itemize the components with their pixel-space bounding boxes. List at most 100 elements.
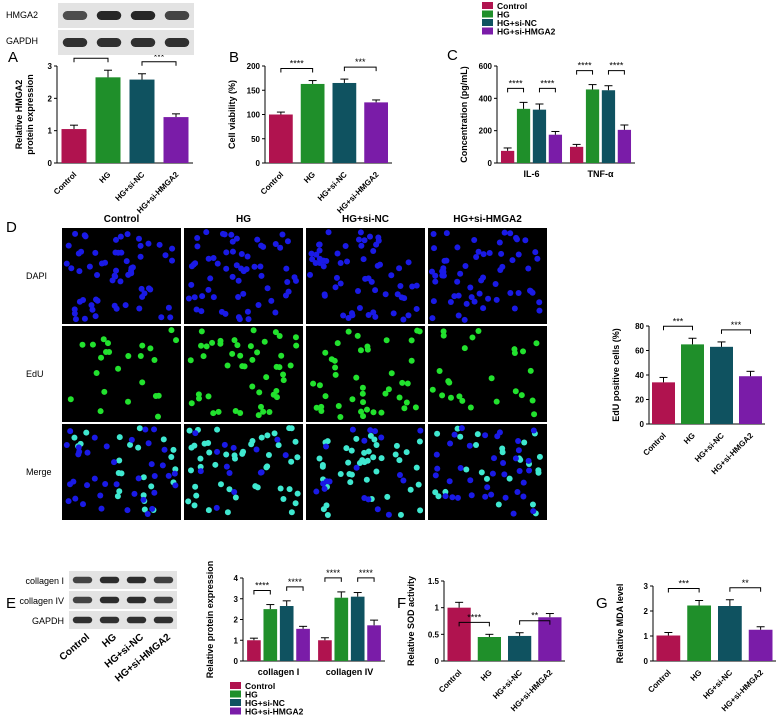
nucleus-dot xyxy=(71,434,78,441)
nucleus-dot xyxy=(334,250,341,257)
nucleus-dot xyxy=(256,389,263,396)
legend-label: Control xyxy=(497,1,527,11)
nucleus-dot xyxy=(322,349,329,356)
nucleus-dot xyxy=(65,498,72,505)
nucleus-dot xyxy=(147,345,154,352)
chart-D-x-tick-label: HG xyxy=(682,431,697,446)
chart-D-y-tick-label: 80 xyxy=(635,322,644,331)
nucleus-dot xyxy=(361,437,368,444)
nucleus-dot xyxy=(375,234,382,241)
nucleus-dot xyxy=(392,451,399,458)
micro-row-label: EdU xyxy=(26,369,44,379)
nucleus-dot xyxy=(116,488,123,495)
nucleus-dot xyxy=(237,409,244,416)
nucleus-dot xyxy=(409,283,416,290)
nucleus-dot xyxy=(506,475,513,482)
nucleus-dot xyxy=(527,287,534,294)
nucleus-dot xyxy=(221,441,228,448)
nucleus-dot xyxy=(162,252,169,259)
nucleus-dot xyxy=(361,495,368,502)
nucleus-dot xyxy=(255,412,262,419)
nucleus-dot xyxy=(148,483,155,490)
nucleus-dot xyxy=(413,464,420,471)
nucleus-dot xyxy=(98,260,105,267)
nucleus-dot xyxy=(446,478,453,485)
nucleus-dot xyxy=(224,509,231,516)
nucleus-dot xyxy=(193,306,200,313)
nucleus-dot xyxy=(191,502,198,509)
nucleus-dot xyxy=(407,486,414,493)
nucleus-dot xyxy=(313,251,320,258)
nucleus-dot xyxy=(79,341,86,348)
nucleus-dot xyxy=(210,294,217,301)
panel-letter-C: C xyxy=(447,47,458,64)
nucleus-dot xyxy=(480,305,487,312)
nucleus-dot xyxy=(264,463,271,470)
nucleus-dot xyxy=(161,446,168,453)
nucleus-dot xyxy=(72,495,79,502)
nucleus-dot xyxy=(206,449,213,456)
nucleus-dot xyxy=(405,312,412,319)
nucleus-dot xyxy=(489,470,496,477)
nucleus-dot xyxy=(357,347,364,354)
chart-F-b-sig-label: ** xyxy=(531,611,539,621)
nucleus-dot xyxy=(103,443,110,450)
nucleus-dot xyxy=(322,393,329,400)
nucleus-dot xyxy=(97,492,104,499)
nucleus-dot xyxy=(466,442,473,449)
nucleus-dot xyxy=(168,327,175,334)
nucleus-dot xyxy=(240,268,247,275)
nucleus-dot xyxy=(122,302,129,309)
nucleus-dot xyxy=(65,242,72,249)
nucleus-dot xyxy=(68,265,75,272)
nucleus-dot xyxy=(353,464,360,471)
nucleus-dot xyxy=(284,279,291,286)
nucleus-dot xyxy=(515,438,522,445)
nucleus-dot xyxy=(236,316,243,323)
nucleus-dot xyxy=(197,455,204,462)
nucleus-dot xyxy=(471,298,478,305)
blot-col-row1-band xyxy=(72,596,93,604)
nucleus-dot xyxy=(188,400,195,407)
chart-G-1-bar xyxy=(687,605,711,661)
blot-row-label: GAPDH xyxy=(6,36,38,46)
nucleus-dot xyxy=(265,452,272,459)
nucleus-dot xyxy=(98,354,105,361)
nucleus-dot xyxy=(224,362,231,369)
nucleus-dot xyxy=(125,398,132,405)
nucleus-dot xyxy=(215,408,222,415)
chart-G-2-bar xyxy=(718,606,742,661)
nucleus-dot xyxy=(72,230,79,237)
chart-A-y-tick-label: 1 xyxy=(48,127,53,136)
nucleus-dot xyxy=(363,406,370,413)
nucleus-dot xyxy=(328,356,335,363)
nucleus-dot xyxy=(278,352,285,359)
chart-D-y-tick-label: 0 xyxy=(640,420,645,429)
chart-D-y-axis-label: EdU positive cells (%) xyxy=(611,328,621,422)
nucleus-dot xyxy=(403,449,410,456)
chart-G-y-tick-label: 3 xyxy=(644,582,649,591)
nucleus-dot xyxy=(244,308,251,315)
nucleus-dot xyxy=(67,428,74,435)
nucleus-dot xyxy=(502,494,509,501)
nucleus-dot xyxy=(294,454,301,461)
nucleus-dot xyxy=(365,448,372,455)
blot-col-row1-membrane xyxy=(69,591,177,609)
chart-E-y-tick-label: 3 xyxy=(234,595,239,604)
nucleus-dot xyxy=(210,410,217,417)
blot-hmga2-row0-band xyxy=(62,11,88,20)
chart-F-0-bar xyxy=(447,607,471,661)
nucleus-dot xyxy=(207,275,214,282)
nucleus-dot xyxy=(320,506,327,513)
nucleus-dot xyxy=(83,429,90,436)
nucleus-dot xyxy=(436,367,443,374)
chart-E-g0-s2-bar xyxy=(279,606,294,661)
nucleus-dot xyxy=(124,231,131,238)
nucleus-dot xyxy=(282,452,289,459)
nucleus-dot xyxy=(457,465,464,472)
nucleus-dot xyxy=(156,241,163,248)
chart-D-b-sig-label: *** xyxy=(731,320,742,330)
chart-C: 0 200 400 600 Concentration (pg/mL) **** **** I… xyxy=(459,1,635,179)
chart-B-y-tick-label: 100 xyxy=(247,111,261,120)
legend-label: HG+si-NC xyxy=(245,698,285,708)
